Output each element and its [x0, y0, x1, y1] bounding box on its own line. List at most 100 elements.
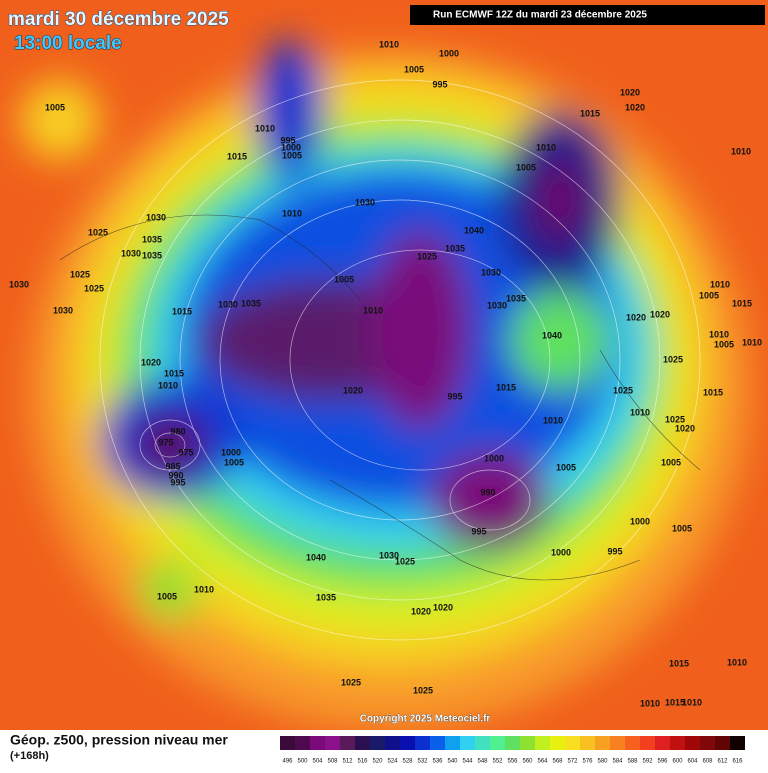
- pressure-label: 1030: [9, 279, 29, 289]
- time-title: 13:00 locale: [14, 33, 122, 54]
- pressure-label: 1005: [714, 339, 734, 349]
- legend-swatch: [385, 736, 400, 750]
- pressure-label: 1015: [732, 298, 752, 308]
- pressure-label: 1025: [70, 269, 90, 279]
- pressure-label: 1035: [445, 243, 465, 253]
- legend-label: 580: [597, 759, 608, 765]
- legend-label: 612: [717, 759, 728, 765]
- legend-label: 592: [642, 759, 653, 765]
- pressure-label: 995: [280, 135, 295, 145]
- legend-swatch: [340, 736, 355, 750]
- legend-label: 576: [582, 759, 593, 765]
- legend-label: 604: [687, 759, 698, 765]
- pressure-label: 1005: [224, 457, 244, 467]
- pressure-label: 1020: [626, 312, 646, 322]
- pressure-label: 1030: [121, 248, 141, 258]
- pressure-label: 1010: [282, 208, 302, 218]
- pressure-label: 1005: [334, 274, 354, 284]
- legend-swatch: [370, 736, 385, 750]
- pressure-label: 1030: [379, 550, 399, 560]
- legend-swatch: [445, 736, 460, 750]
- pressure-label: 1005: [661, 457, 681, 467]
- legend-swatch: [295, 736, 310, 750]
- pressure-label: 1000: [221, 447, 241, 457]
- pressure-label: 1015: [164, 368, 184, 378]
- pressure-label: 1000: [281, 142, 301, 152]
- pressure-label: 1005: [157, 591, 177, 601]
- legend-label: 536: [432, 759, 443, 765]
- pressure-label: 1025: [341, 677, 361, 687]
- pressure-label: 1010: [682, 697, 702, 707]
- legend-swatch: [595, 736, 610, 750]
- pressure-label: 1020: [343, 385, 363, 395]
- pressure-label: 975: [158, 437, 173, 447]
- legend-label: 500: [297, 759, 308, 765]
- pressure-label: 1020: [625, 102, 645, 112]
- pressure-label: 1015: [669, 658, 689, 668]
- pressure-label: 1015: [227, 151, 247, 161]
- pressure-label: 1030: [146, 212, 166, 222]
- legend-label: 548: [477, 759, 488, 765]
- pressure-label: 1015: [703, 387, 723, 397]
- pressure-label: 1005: [556, 462, 576, 472]
- pressure-label: 1020: [141, 357, 161, 367]
- legend-swatch: [460, 736, 475, 750]
- legend-label: 552: [492, 759, 503, 765]
- pressure-label: 1010: [363, 305, 383, 315]
- legend-swatch: [685, 736, 700, 750]
- pressure-label: 1035: [142, 234, 162, 244]
- legend-swatch: [310, 736, 325, 750]
- run-box: [410, 5, 765, 25]
- pressure-label: 1020: [675, 423, 695, 433]
- pressure-label: 1035: [506, 293, 526, 303]
- legend-swatch: [670, 736, 685, 750]
- pressure-label: 1025: [663, 354, 683, 364]
- pressure-label: 1000: [630, 516, 650, 526]
- legend-swatch: [430, 736, 445, 750]
- run-text: Run ECMWF 12Z du mardi 23 décembre 2025: [433, 10, 647, 21]
- pressure-label: 1030: [481, 267, 501, 277]
- pressure-label: 1040: [306, 552, 326, 562]
- pressure-label: 1015: [172, 306, 192, 316]
- pressure-label: 1000: [439, 48, 459, 58]
- pressure-label: 1010: [379, 39, 399, 49]
- date-title: mardi 30 décembre 2025: [8, 9, 229, 30]
- legend-label: 524: [387, 759, 398, 765]
- pressure-label: 1030: [355, 197, 375, 207]
- pressure-label: 995: [170, 477, 185, 487]
- legend-label: 568: [552, 759, 563, 765]
- legend: 496 500 504 508 512 516 520 524 528 532 536 540 544 5…: [280, 736, 745, 765]
- pressure-label: 1005: [404, 64, 424, 74]
- legend-swatch: [490, 736, 505, 750]
- legend-label: 540: [447, 759, 458, 765]
- pressure-label: 1040: [542, 330, 562, 340]
- legend-label: 528: [402, 759, 413, 765]
- legend-label: 508: [327, 759, 338, 765]
- pressure-label: 995: [607, 546, 622, 556]
- pressure-label: 1020: [433, 602, 453, 612]
- legend-label: 496: [282, 759, 293, 765]
- pressure-label: 1030: [487, 300, 507, 310]
- pressure-label: 1040: [464, 225, 484, 235]
- legend-label: 532: [417, 759, 428, 765]
- legend-swatch: [475, 736, 490, 750]
- legend-label: 572: [567, 759, 578, 765]
- pressure-label: 995: [432, 79, 447, 89]
- legend-label: 588: [627, 759, 638, 765]
- legend-label: 504: [312, 759, 323, 765]
- pressure-label: 1000: [551, 547, 571, 557]
- pressure-label: 1025: [84, 283, 104, 293]
- pressure-label: 1020: [411, 606, 431, 616]
- legend-swatch: [355, 736, 370, 750]
- footer-title: Géop. z500, pression niveau mer: [10, 732, 228, 748]
- pressure-label: 975: [178, 447, 193, 457]
- legend-swatch: [400, 736, 415, 750]
- pressure-label: 1010: [742, 337, 762, 347]
- pressure-label: 1005: [672, 523, 692, 533]
- pressure-label: 1005: [516, 162, 536, 172]
- pressure-label: 1020: [650, 309, 670, 319]
- pressure-label: 1035: [142, 250, 162, 260]
- legend-swatch: [520, 736, 535, 750]
- pressure-label: 1010: [158, 380, 178, 390]
